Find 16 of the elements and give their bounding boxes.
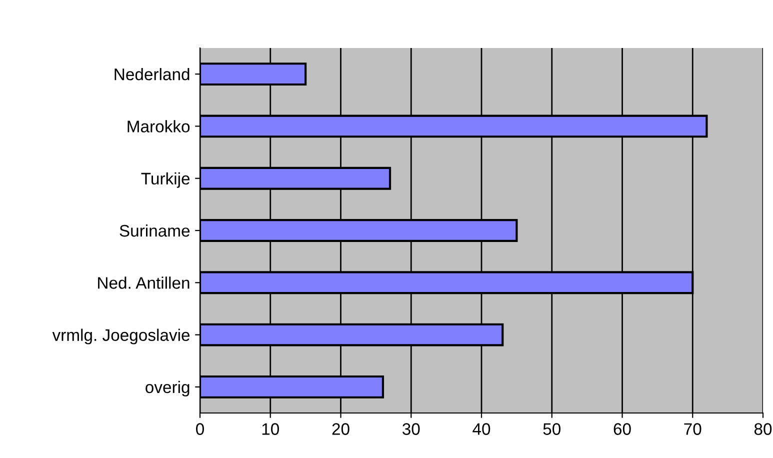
x-tick-label: 30 xyxy=(402,423,420,435)
y-tick-label: vrmlg. Joegoslavie xyxy=(52,328,190,344)
y-tick-label: overig xyxy=(146,380,190,396)
y-tick-label: Nederland xyxy=(114,68,190,80)
x-tick-label: 20 xyxy=(332,423,350,435)
y-tick-label: Ned. Antillen xyxy=(98,276,190,289)
x-tick-label: 40 xyxy=(472,423,490,435)
y-tick-label: Marokko xyxy=(128,120,190,132)
x-tick-label: 50 xyxy=(543,423,560,435)
x-tick-label: 60 xyxy=(614,423,631,435)
x-tick-label: 70 xyxy=(684,423,702,435)
x-tick-label: 80 xyxy=(754,423,772,435)
x-tick-label: 10 xyxy=(262,423,279,435)
y-tick-label: Suriname xyxy=(120,224,190,237)
x-tick-label: 0 xyxy=(196,423,204,435)
y-tick-label: Turkije xyxy=(141,172,190,188)
